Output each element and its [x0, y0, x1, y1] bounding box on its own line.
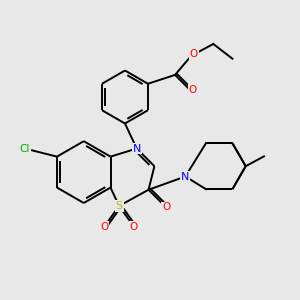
- Text: O: O: [189, 85, 197, 94]
- Text: O: O: [100, 222, 109, 232]
- Text: N: N: [133, 143, 141, 154]
- Text: O: O: [162, 202, 170, 212]
- Text: N: N: [181, 172, 190, 182]
- Text: O: O: [190, 49, 198, 59]
- Text: Cl: Cl: [20, 143, 30, 154]
- Text: S: S: [116, 201, 123, 211]
- Text: O: O: [130, 222, 138, 232]
